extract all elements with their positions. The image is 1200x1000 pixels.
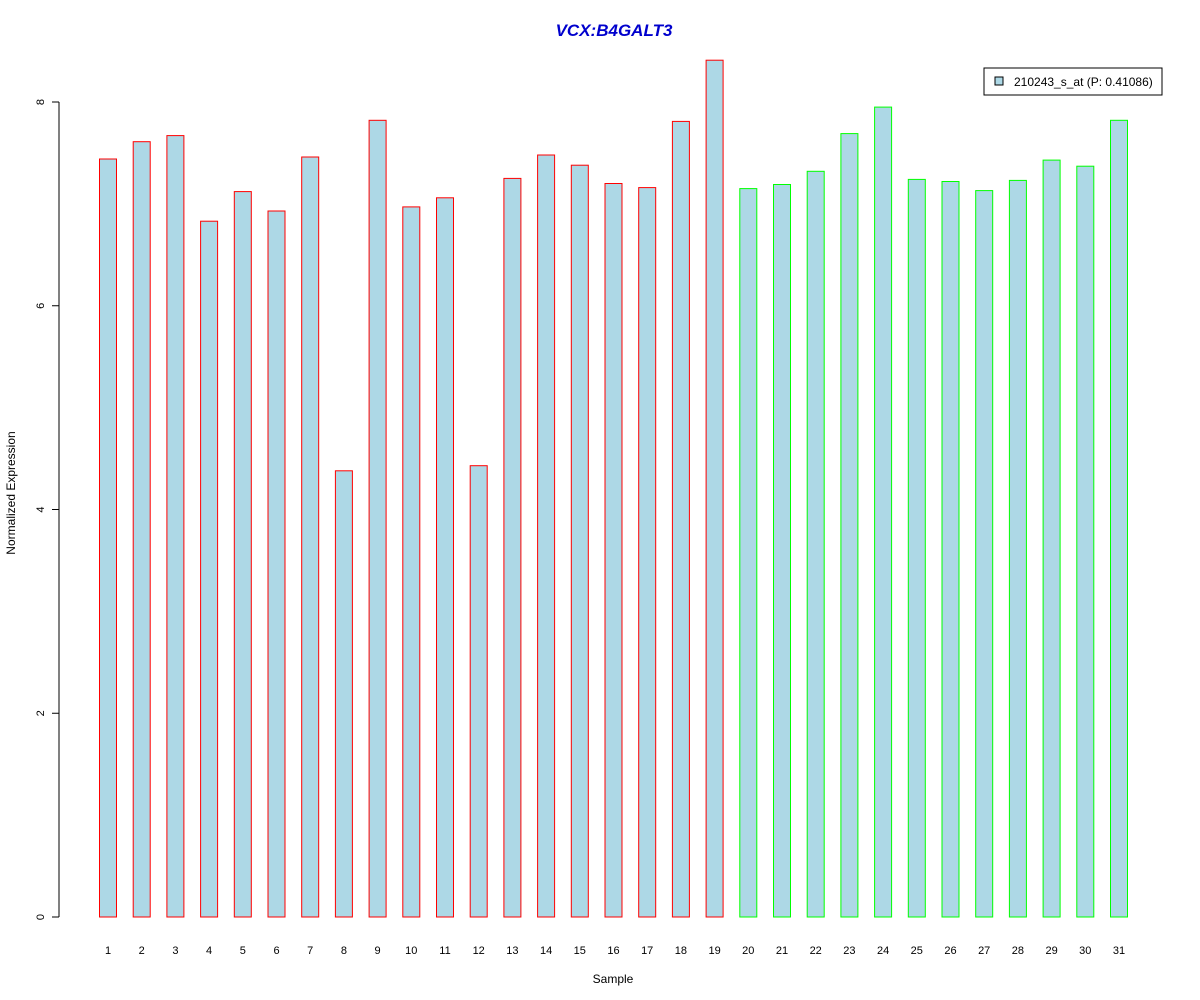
bar-sample-25 — [907, 178, 926, 918]
x-tick-label: 20 — [742, 945, 754, 957]
bar-sample-22 — [806, 170, 825, 918]
x-tick-label: 21 — [776, 945, 788, 957]
x-tick-label: 10 — [405, 945, 417, 957]
x-tick-label: 31 — [1113, 945, 1125, 957]
bar-sample-11 — [436, 197, 454, 918]
bar-sample-3 — [166, 135, 185, 918]
bar-sample-27 — [975, 190, 994, 918]
bar-sample-8 — [334, 470, 353, 918]
bar-sample-6 — [267, 210, 286, 918]
x-tick-label: 30 — [1079, 945, 1091, 957]
bar-sample-1 — [99, 158, 117, 918]
x-tick-label: 5 — [240, 945, 246, 957]
x-tick-label: 11 — [439, 945, 450, 957]
y-tick-label: 8 — [35, 99, 47, 105]
x-tick-label: 25 — [911, 945, 923, 957]
bar-sample-30 — [1076, 165, 1095, 918]
bar-sample-23 — [840, 133, 859, 918]
y-tick-label: 4 — [35, 506, 47, 512]
y-axis-label: Normalized Expression — [4, 431, 18, 554]
y-axis: 0 2 4 6 8 — [35, 99, 60, 920]
bar-sample-17 — [638, 187, 657, 918]
bar-sample-26 — [941, 181, 960, 918]
x-tick-label: 15 — [574, 945, 586, 957]
bar-sample-5 — [233, 191, 252, 918]
x-tick-label: 14 — [540, 945, 552, 957]
x-tick-label: 9 — [375, 945, 381, 957]
bar-sample-10 — [402, 206, 421, 918]
bar-sample-21 — [773, 184, 791, 918]
bar-sample-9 — [368, 119, 387, 918]
legend-box — [983, 67, 1163, 96]
x-tick-label: 28 — [1012, 945, 1024, 957]
x-tick-label: 13 — [506, 945, 518, 957]
y-tick-label: 2 — [35, 710, 47, 716]
x-tick-label: 18 — [675, 945, 687, 957]
chart-title: VCX:B4GALT3 — [556, 21, 673, 40]
bar-sample-29 — [1042, 159, 1061, 918]
x-tick-label: 1 — [105, 945, 111, 957]
bar-sample-12 — [469, 465, 488, 918]
y-tick-label: 6 — [35, 303, 47, 309]
bar-sample-20 — [739, 188, 758, 918]
legend: 210243_s_at (P: 0.41086) — [983, 67, 1163, 96]
bar-sample-14 — [537, 154, 556, 918]
x-tick-label: 27 — [978, 945, 990, 957]
x-axis-label: Sample — [593, 972, 634, 986]
x-tick-label: 16 — [607, 945, 619, 957]
x-tick-label: 19 — [708, 945, 720, 957]
bar-sample-24 — [874, 106, 893, 918]
x-tick-label: 26 — [944, 945, 956, 957]
x-tick-label: 6 — [273, 945, 279, 957]
x-tick-label: 2 — [139, 945, 145, 957]
y-tick-label: 0 — [35, 914, 47, 920]
x-tick-label: 3 — [172, 945, 178, 957]
bar-sample-7 — [301, 156, 320, 918]
x-tick-label: 4 — [206, 945, 212, 957]
x-tick-label: 7 — [307, 945, 313, 957]
x-tick-label: 29 — [1045, 945, 1057, 957]
bar-sample-31 — [1110, 119, 1128, 918]
bar-sample-19 — [705, 59, 724, 918]
x-tick-label: 17 — [641, 945, 653, 957]
x-tick-label: 23 — [843, 945, 855, 957]
legend-swatch — [994, 76, 1004, 86]
x-tick-label: 12 — [473, 945, 485, 957]
bar-sample-16 — [604, 183, 623, 918]
bar-sample-18 — [671, 120, 690, 918]
bar-sample-4 — [200, 220, 219, 918]
x-tick-label: 8 — [341, 945, 347, 957]
legend-label: 210243_s_at (P: 0.41086) — [1014, 75, 1153, 89]
bar-sample-15 — [570, 164, 589, 918]
bar-sample-13 — [503, 177, 522, 918]
x-tick-label: 24 — [877, 945, 889, 957]
bars — [99, 59, 1128, 918]
bar-sample-2 — [132, 141, 151, 918]
bar-sample-28 — [1008, 179, 1027, 918]
x-tick-labels: 1 2 3 4 5 6 7 8 9 10 11 12 13 14 15 16 17 18 19 20 21 22 23 24 2… — [105, 945, 1125, 957]
x-tick-label: 22 — [810, 945, 822, 957]
